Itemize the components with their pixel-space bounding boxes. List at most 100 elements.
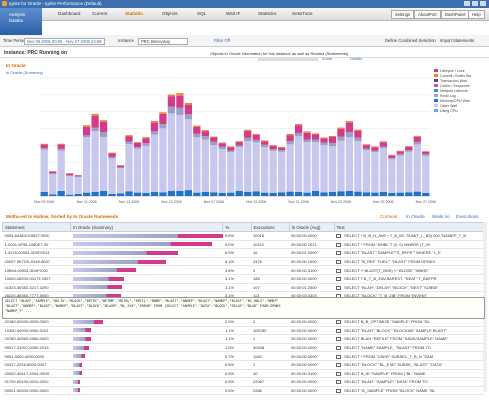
bar-segment[interactable] [150,191,159,196]
bar-segment[interactable] [422,154,430,156]
bar-segment[interactable] [133,147,142,149]
bar-segment[interactable] [311,190,320,196]
bar-segment[interactable] [320,142,328,146]
bar-segment[interactable] [337,140,345,192]
table-row[interactable]: 1-4378-00904-0D0F0014 6.9% 16 00:00:01.0000… [2,248,485,258]
bar-segment[interactable] [210,137,218,142]
bar-segment[interactable] [159,112,167,114]
bar-segment[interactable] [354,129,362,131]
bar-segment[interactable] [125,135,133,137]
bar-segment[interactable] [362,145,371,149]
bar-segment[interactable] [345,190,354,196]
bar-segment[interactable] [294,124,303,126]
sql-icon[interactable] [336,328,342,333]
bar-segment[interactable] [277,151,286,193]
bar-segment[interactable] [184,190,193,196]
bar-segment[interactable] [396,150,404,152]
bar-segment[interactable] [193,192,201,196]
bar-segment[interactable] [108,158,116,194]
table-row[interactable]: 20002-40417-2004-00H0 0.5% 40 00:00:00.0100… [2,369,485,379]
bar-segment[interactable] [210,145,218,193]
tab-currwait[interactable]: Currwait [380,214,398,219]
bar-segment[interactable] [142,143,150,146]
bar-segment[interactable] [227,146,235,148]
bar-segment[interactable] [345,137,354,191]
bar-segment[interactable] [49,173,57,175]
col-in-oracle-summary[interactable]: In Oracle (Summary) [70,222,224,232]
bar-segment[interactable] [261,147,269,193]
bar-segment[interactable] [345,122,354,132]
bar-segment[interactable] [82,137,91,193]
zoom-link[interactable]: Zoom [322,56,333,61]
bar-segment[interactable] [371,147,379,151]
bar-segment[interactable] [201,136,209,140]
bar-segment[interactable] [99,190,108,196]
bar-segment[interactable] [167,106,176,114]
bar-segment[interactable] [337,136,345,141]
tab-current[interactable]: Current [92,11,108,16]
bar-segment[interactable] [413,141,421,145]
bar-segment[interactable] [396,192,404,196]
bar-segment[interactable] [201,139,209,192]
table-row[interactable]: 20780-30960-0960-0000 1.1% 1 00:00:00.0000 S… [2,334,485,344]
bar-segment[interactable] [269,145,277,150]
analysis-nav-button[interactable]: Analysis Databa [0,8,42,35]
bar-segment[interactable] [388,159,396,193]
col-statement[interactable]: Statement [1,222,72,232]
bar-segment[interactable] [328,137,337,143]
sql-icon[interactable] [336,234,342,239]
bar-segment[interactable] [150,134,159,192]
time-period-field[interactable]: Nov 09 2006 00:00 - Nov 27 2006 23:59 [24,37,105,45]
bar-segment[interactable] [269,145,277,146]
bar-segment[interactable] [125,141,133,145]
bar-segment[interactable] [303,142,311,193]
bar-segment[interactable] [142,137,150,139]
import-statements-link[interactable]: Import Statements [440,38,475,43]
bar-segment[interactable] [116,165,125,168]
bar-segment[interactable] [99,137,108,191]
bar-segment[interactable] [277,192,286,196]
bar-segment[interactable] [108,156,116,159]
bar-segment[interactable] [184,119,193,191]
bar-segment[interactable] [227,150,235,153]
bar-segment[interactable] [422,151,430,155]
bar-segment[interactable] [167,96,176,107]
dashpanel-button[interactable]: DashPanel [441,10,470,19]
bar-segment[interactable] [150,120,159,123]
table-scrollbar[interactable] [483,222,487,392]
bar-segment[interactable] [379,142,388,147]
bar-segment[interactable] [184,114,193,120]
bar-segment[interactable] [303,139,311,143]
bar-segment[interactable] [82,126,91,136]
bar-segment[interactable] [74,193,82,196]
bar-segment[interactable] [269,149,277,151]
bar-segment[interactable] [405,151,413,193]
sql-icon[interactable] [336,371,342,376]
bar-segment[interactable] [142,138,150,144]
bar-segment[interactable] [150,131,159,135]
bar-segment[interactable] [193,126,201,134]
bar-segment[interactable] [244,129,252,132]
bar-segment[interactable] [57,150,65,191]
bar-segment[interactable] [57,148,65,151]
close-icon[interactable] [480,1,486,6]
bar-segment[interactable] [133,148,142,193]
col-percent[interactable]: % [222,222,252,232]
bar-segment[interactable] [252,133,260,135]
bar-segment[interactable] [422,192,430,196]
sql-icon[interactable] [336,363,342,368]
bar-segment[interactable] [354,141,362,192]
bar-segment[interactable] [235,145,243,148]
bar-segment[interactable] [40,149,48,192]
bar-segment[interactable] [286,133,294,136]
bar-segment[interactable] [99,120,108,122]
bar-segment[interactable] [193,125,201,127]
col-in-oracle-avg[interactable]: In Oracle (Avg) [288,222,335,232]
sql-icon[interactable] [336,242,342,247]
bar-segment[interactable] [133,142,142,143]
bar-segment[interactable] [82,192,91,196]
bar-segment[interactable] [91,131,99,192]
bar-segment[interactable] [413,144,421,192]
bar-segment[interactable] [294,191,303,196]
bar-segment[interactable] [82,135,91,137]
